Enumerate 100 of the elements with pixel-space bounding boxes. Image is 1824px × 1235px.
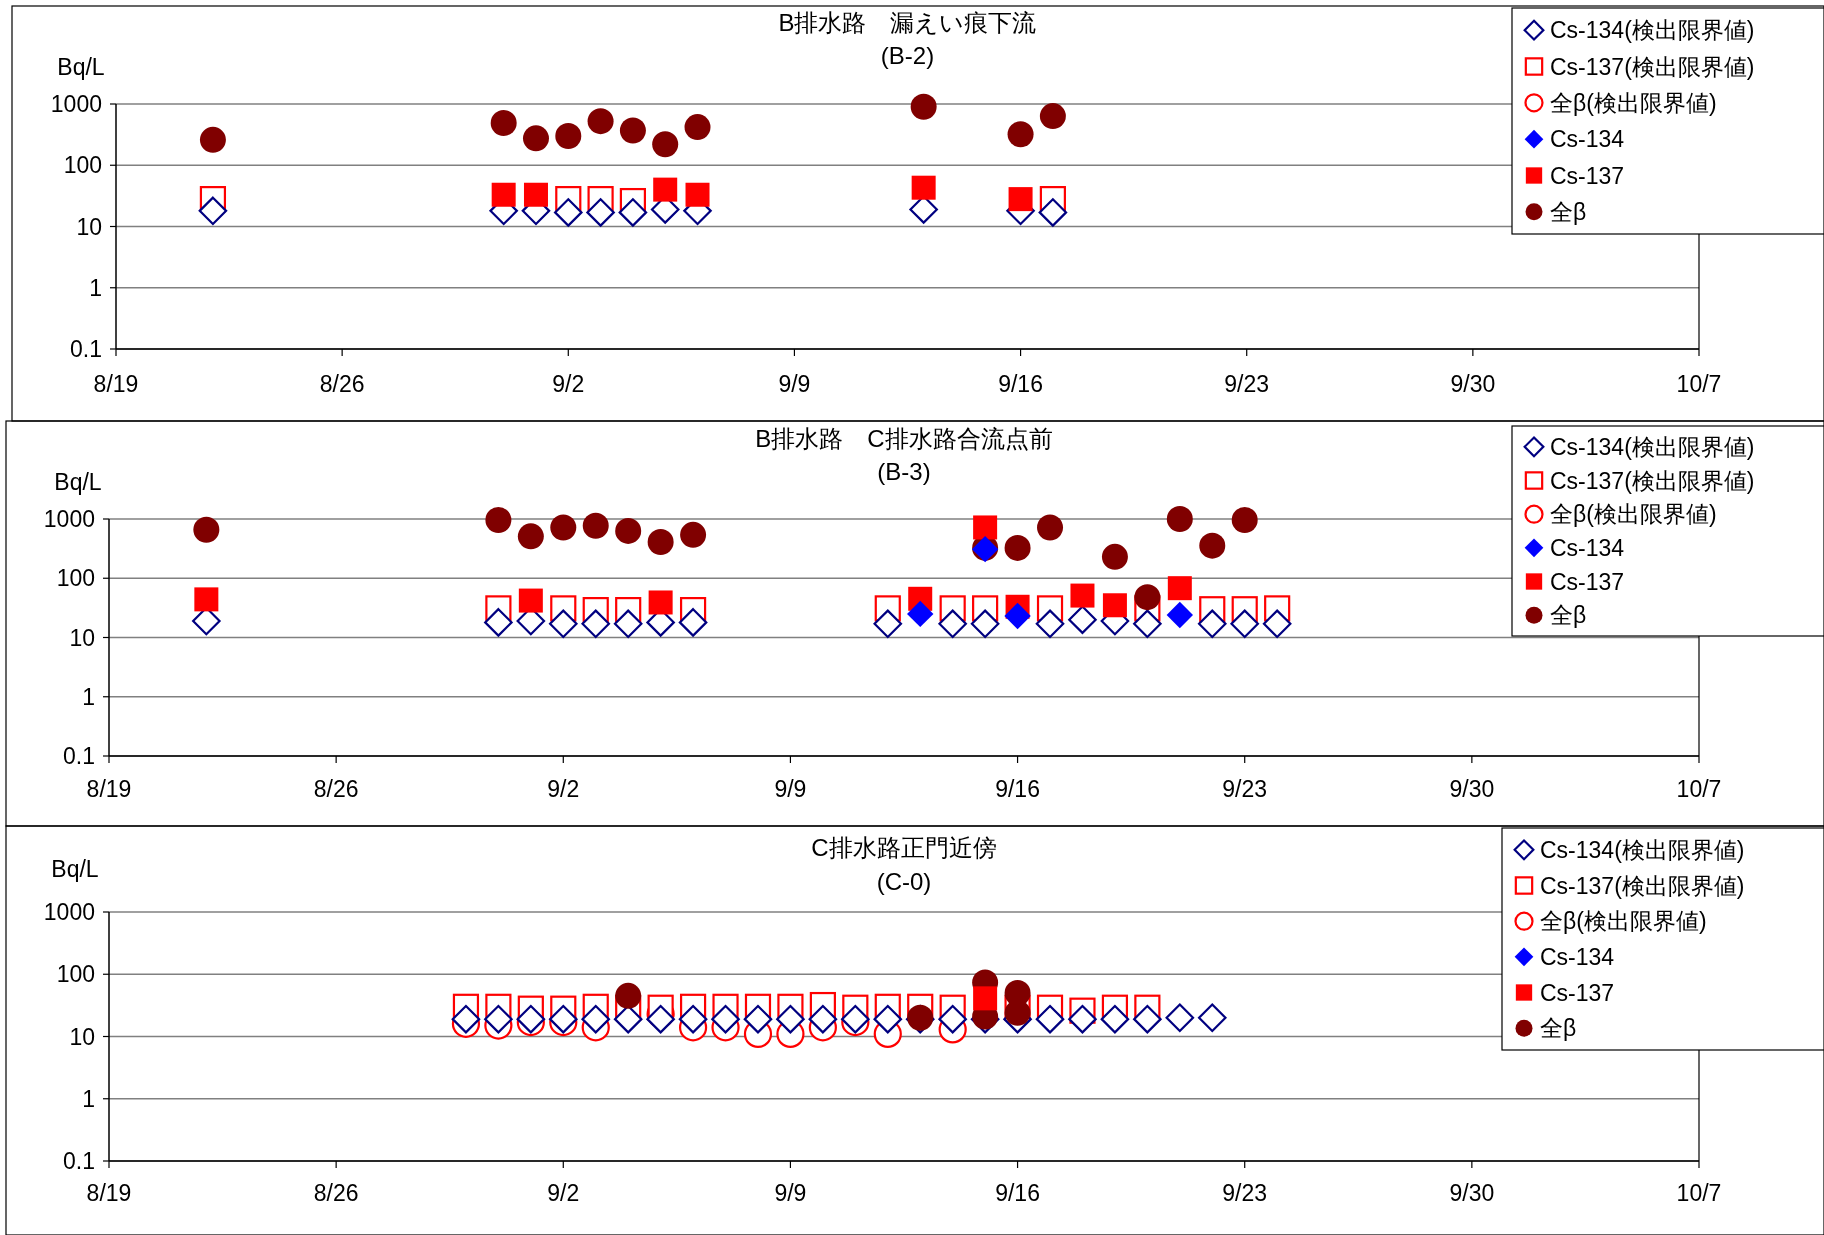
chart-subtitle: (B-3) — [877, 458, 931, 485]
legend-label: Cs-137(検出限界値) — [1550, 467, 1755, 494]
point — [1231, 507, 1258, 534]
point — [199, 126, 226, 153]
point — [1165, 1003, 1195, 1033]
point — [1004, 602, 1031, 630]
point — [1230, 609, 1260, 639]
point — [873, 609, 903, 639]
point — [613, 609, 643, 639]
point — [646, 1004, 675, 1034]
point — [587, 108, 614, 135]
point — [1039, 103, 1066, 130]
point — [522, 125, 549, 152]
legend-label: Cs-137(検出限界値) — [1540, 872, 1745, 899]
point — [1068, 1004, 1097, 1034]
point — [1068, 605, 1097, 634]
point — [1037, 514, 1064, 541]
y-tick-label: 100 — [56, 961, 95, 988]
point — [484, 608, 513, 637]
point — [198, 196, 228, 226]
y-tick-label: 0.1 — [63, 1148, 95, 1174]
x-tick-label: 9/16 — [995, 776, 1040, 802]
legend-label: Cs-134 — [1550, 126, 1625, 153]
legend-label: Cs-137 — [1540, 979, 1615, 1006]
point — [523, 182, 548, 207]
point — [973, 986, 998, 1011]
y-tick-label: 100 — [63, 152, 102, 179]
x-tick-label: 8/26 — [319, 371, 365, 397]
legend-label: Cs-134(検出限界値) — [1550, 433, 1755, 460]
point — [1167, 576, 1192, 601]
point — [653, 177, 678, 202]
point — [548, 609, 578, 639]
chart-subtitle: (B-2) — [880, 42, 935, 69]
y-axis-title: Bq/L — [54, 469, 102, 495]
point — [1262, 609, 1292, 639]
point — [1133, 1004, 1162, 1034]
point — [1038, 198, 1068, 227]
point — [619, 117, 646, 144]
point — [194, 587, 219, 612]
x-tick-label: 9/2 — [547, 1180, 580, 1206]
legend-label: Cs-134(検出限界値) — [1540, 836, 1745, 863]
point — [973, 515, 998, 540]
y-tick-label: 10 — [69, 1023, 95, 1050]
point — [1197, 609, 1227, 639]
y-tick-label: 1000 — [43, 506, 95, 532]
y-tick-label: 100 — [56, 565, 95, 592]
y-tick-label: 10 — [69, 624, 95, 651]
point — [1166, 506, 1193, 532]
x-tick-label: 9/9 — [774, 1180, 807, 1206]
x-tick-label: 8/26 — [313, 1180, 359, 1206]
point — [615, 517, 642, 544]
x-tick-label: 9/30 — [1450, 371, 1496, 397]
point — [911, 175, 936, 200]
legend-label: 全β — [1550, 198, 1587, 225]
y-tick-label: 1000 — [43, 899, 95, 925]
legend-label: Cs-137 — [1550, 568, 1625, 595]
x-tick-label: 8/19 — [93, 371, 139, 397]
point — [1166, 601, 1194, 629]
point — [553, 198, 583, 227]
chart-title: B排水路 漏えい痕下流 — [778, 9, 1037, 36]
chart-title: C排水路正門近傍 — [811, 834, 997, 861]
point — [582, 512, 609, 539]
x-tick-label: 8/26 — [313, 776, 359, 802]
point — [648, 590, 673, 615]
point — [1102, 593, 1127, 618]
x-tick-label: 9/30 — [1449, 1180, 1495, 1206]
y-axis-title: Bq/L — [51, 856, 99, 882]
chart-title: B排水路 C排水路合流点前 — [755, 425, 1053, 452]
x-tick-label: 9/30 — [1449, 776, 1495, 802]
point — [684, 114, 711, 141]
x-tick-label: 9/16 — [998, 371, 1043, 397]
legend-label: 全β — [1550, 602, 1587, 629]
x-tick-label: 9/9 — [778, 371, 811, 397]
point — [1008, 187, 1033, 212]
x-tick-label: 8/19 — [86, 1180, 132, 1206]
y-axis-title: Bq/L — [57, 54, 105, 80]
point — [1004, 534, 1031, 561]
point — [938, 1004, 967, 1034]
point — [776, 1004, 805, 1034]
x-tick-label: 8/19 — [86, 776, 132, 802]
point — [1100, 1004, 1130, 1034]
point — [615, 982, 642, 1009]
point — [678, 1004, 708, 1034]
point — [517, 523, 544, 550]
point — [518, 588, 543, 613]
y-tick-label: 1 — [82, 1085, 95, 1112]
x-tick-label: 9/23 — [1224, 371, 1270, 397]
x-tick-label: 10/7 — [1676, 776, 1722, 802]
x-tick-label: 9/23 — [1222, 776, 1268, 802]
point — [938, 609, 967, 639]
point — [1035, 1004, 1065, 1034]
point — [743, 1004, 773, 1034]
point — [193, 516, 220, 543]
x-tick-label: 9/23 — [1222, 1180, 1268, 1206]
point — [1007, 121, 1034, 148]
legend-label: Cs-134(検出限界値) — [1550, 17, 1755, 44]
legend-label: Cs-134 — [1550, 534, 1625, 561]
point — [491, 182, 516, 207]
legend-label: 全β(検出限界値) — [1540, 908, 1707, 935]
y-tick-label: 0.1 — [63, 743, 95, 769]
